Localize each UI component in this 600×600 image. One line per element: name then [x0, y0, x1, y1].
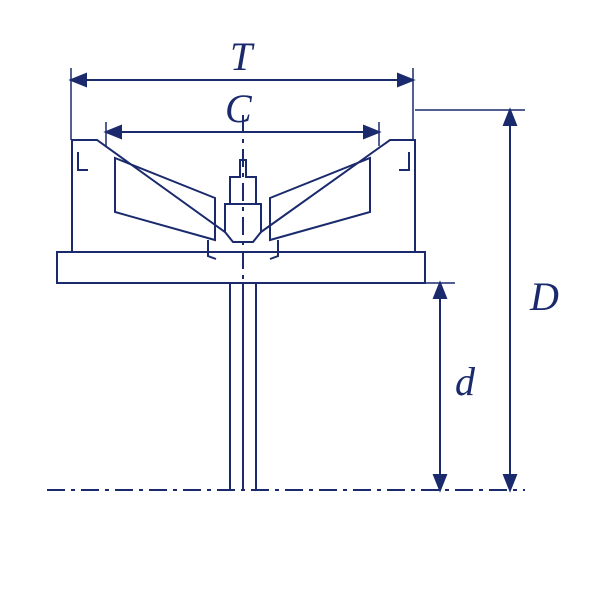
- label-d: d: [455, 359, 476, 404]
- label-C: C: [225, 86, 253, 131]
- roller-left: [115, 158, 215, 240]
- label-D: D: [529, 274, 559, 319]
- dimension-d: d: [425, 283, 476, 490]
- roller-right: [270, 158, 370, 240]
- label-T: T: [230, 34, 255, 79]
- dimension-D: D: [415, 110, 559, 490]
- bore-pillars: [230, 283, 256, 490]
- outer-ring: [57, 252, 425, 283]
- bearing-diagram: T C D d: [0, 0, 600, 600]
- dimension-C: C: [106, 86, 379, 146]
